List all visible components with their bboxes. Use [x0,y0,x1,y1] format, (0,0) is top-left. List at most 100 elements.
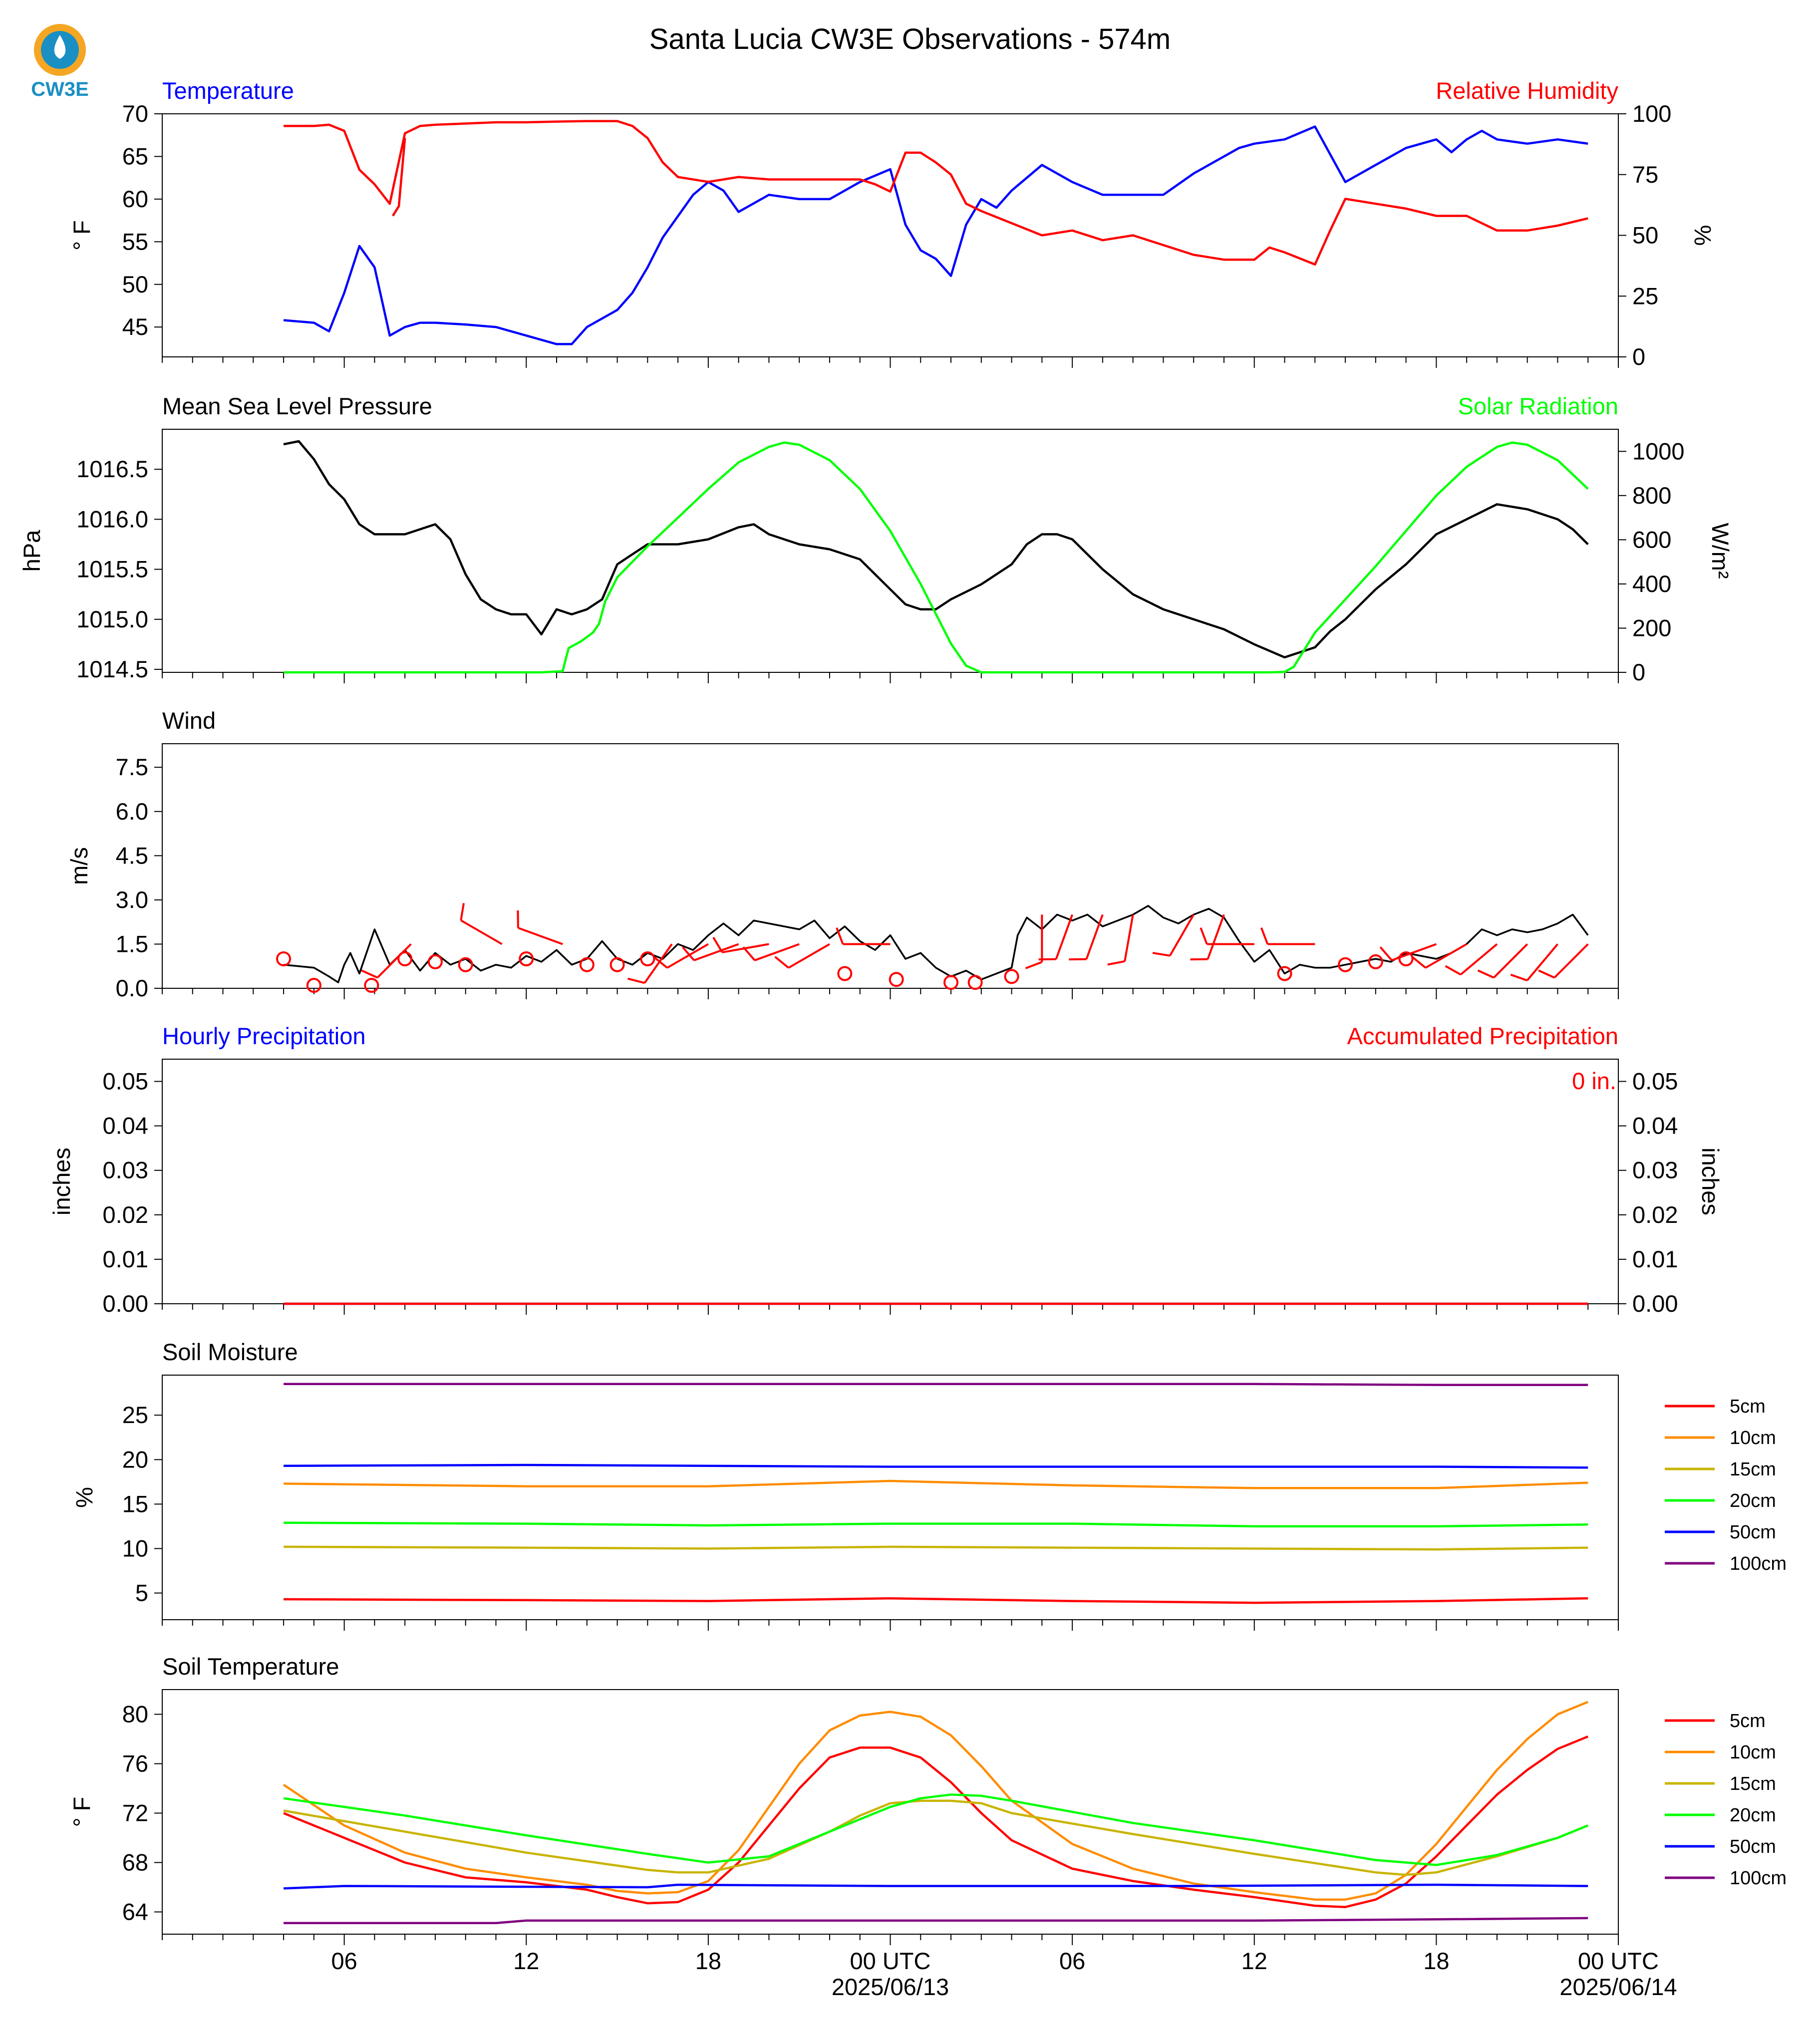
series-line-rh-spikes [391,138,406,217]
series-line-mean-sea-level-pressure [283,440,1589,659]
wind-barb-flag [1200,927,1208,945]
wind-calm-circle [1277,966,1292,981]
y-tick-label: 80 [122,1701,148,1727]
series-line-5cm [283,1735,1589,1908]
wind-barb-flag [361,969,378,979]
panel-wind: 0.0 1.5 3.0 4.5 6.0 7.5 Wind m/s [66,707,1619,1001]
panel-title-left: Temperature [162,77,294,104]
y-tick-label: 68 [122,1849,148,1875]
x-tick-label: 00 UTC [1578,1948,1659,1974]
y-tick-label: 10 [122,1535,148,1561]
wind-barb [643,943,673,984]
y-right-tick-label: 0 [1632,343,1645,370]
y-tick-label: 20 [122,1446,148,1472]
wind-barb [1526,943,1558,981]
wind-barb [1391,943,1437,961]
y-right-tick-label: 25 [1632,283,1658,309]
y-tick-label: 70 [122,100,148,127]
wind-barb-flag [682,946,695,961]
panel-title-left: Soil Temperature [162,1653,339,1680]
y-axis-label: m/s [66,847,92,885]
y-tick-label: 50 [122,271,148,297]
y-right-tick-label: 0.05 [1632,1068,1678,1095]
y-tick-label: 1015.5 [76,556,148,582]
y-tick-label: 1016.5 [76,456,148,482]
wind-barb [693,943,739,961]
wind-barb [518,927,563,945]
wind-calm-circle [609,957,625,972]
plot-frame [162,1059,1619,1304]
wind-barb-flag [627,977,645,984]
y-tick-label: 0.02 [103,1201,148,1228]
panel-soil_temp: 64 68 72 76 80 Soil Temperature ° F 5cm 10cm 15cm… [68,1653,1787,1945]
y-tick-label: 7.5 [116,754,148,780]
wind-barb-flag [1538,969,1555,979]
x-tick-label: 12 [1241,1948,1267,1974]
wind-barb-flag [653,956,668,969]
wind-barb-flag [460,903,465,921]
panel-title-left: Soil Moisture [162,1339,298,1365]
series-line-wind [283,904,1589,983]
y-axis-label: % [71,1487,97,1508]
y-right-tick-label: 75 [1632,161,1658,188]
series-line-100cm [284,1917,1588,1924]
wind-calm-circle [967,975,983,990]
wind-calm-circle [943,975,959,990]
legend-label: 20cm [1730,1805,1776,1826]
wind-calm-circle [1398,951,1414,966]
panel-soil_moisture: 5 10 15 20 25 Soil Moisture% 5cm 10cm 15cm 20cm 50… [71,1339,1787,1631]
y-right-axis-label: % [1690,225,1716,246]
series-line-15cm [284,1545,1588,1551]
x-tick-label: 06 [331,1948,357,1974]
y-right-tick-label: 0.01 [1632,1246,1678,1272]
series-line-10cm [284,1479,1588,1489]
y-right-tick-label: 800 [1632,482,1671,509]
legend-label: 100cm [1730,1868,1787,1889]
y-tick-label: 65 [122,143,148,169]
y-right-tick-label: 1000 [1632,438,1685,464]
y-right-tick-label: 100 [1632,100,1671,127]
panel-temp_rh: 45 50 55 60 65 70 0 25 50 75 100 Temperature Relativ… [68,77,1716,370]
y-tick-label: 1015.0 [76,606,148,632]
wind-barb [1055,914,1074,960]
wind-barb [1169,914,1195,956]
y-axis-label: hPa [18,530,45,572]
y-axis-label: ° F [68,1797,95,1827]
wind-calm-circle [397,951,413,966]
y-axis-label: inches [48,1148,75,1215]
series-line-50cm [284,1463,1588,1469]
wind-calm-circle [640,951,655,966]
wind-barb [1493,943,1528,979]
x-tick-label: 18 [1423,1948,1449,1974]
wind-barb-flag [1445,965,1462,976]
series-line-solar-radiation [284,441,1589,674]
x-tick-label: 12 [513,1948,539,1974]
legend-label: 50cm [1730,1836,1776,1857]
y-right-axis-label: W/m² [1707,523,1734,579]
y-right-tick-label: 600 [1632,526,1671,553]
panel-title-right: Relative Humidity [1436,77,1618,104]
wind-barb [1124,914,1134,962]
y-tick-label: 1014.5 [76,656,148,682]
panel-title-left: Wind [162,707,216,734]
y-tick-label: 1016.0 [76,506,148,532]
y-right-tick-label: 50 [1632,222,1658,249]
wind-calm-circle [427,954,443,969]
wind-barb-flag [1107,960,1125,966]
y-tick-label: 60 [122,186,148,212]
y-tick-label: 64 [122,1898,148,1925]
legend-label: 100cm [1730,1553,1787,1574]
wind-barb [460,919,503,945]
panel-title-right: Accumulated Precipitation [1347,1023,1618,1049]
wind-barb-flag [1411,956,1427,969]
wind-calm-circle [364,978,379,993]
wind-barb-flag [774,956,789,969]
wind-barb [1425,943,1468,969]
series-line-20cm [284,1521,1588,1528]
series-line-50cm [284,1883,1588,1890]
y-tick-label: 1.5 [116,930,148,957]
x-date-label: 2025/06/14 [1559,1974,1677,2000]
y-right-tick-label: 200 [1632,614,1671,641]
plot-frame [162,743,1619,989]
y-tick-label: 76 [122,1750,148,1776]
